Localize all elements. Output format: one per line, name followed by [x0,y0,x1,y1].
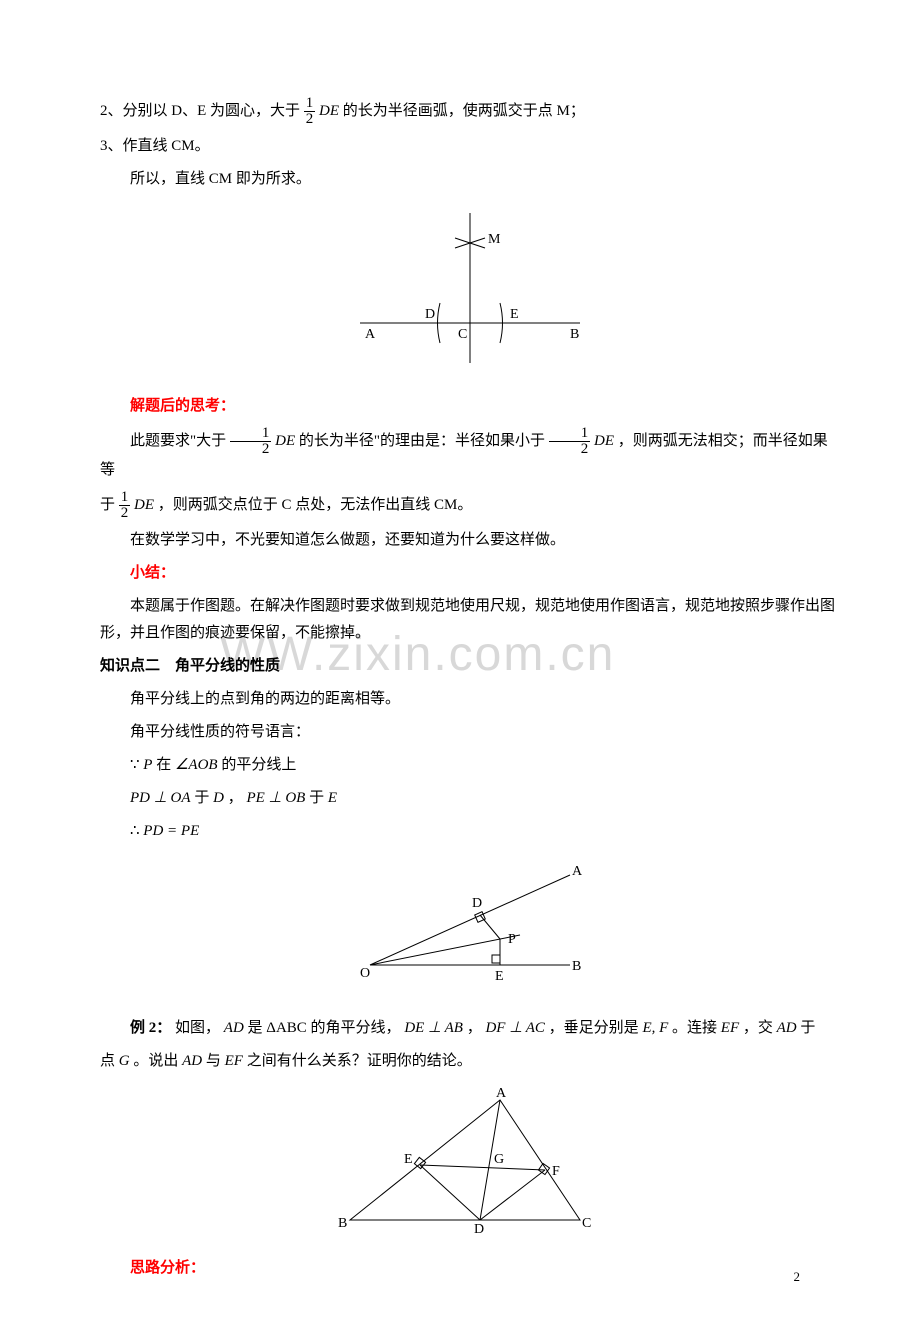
svg-text:O: O [360,966,370,981]
ex2-line2: 点 G 。说出 AD 与 EF 之间有什么关系？证明你的结论。 [100,1048,840,1075]
fig1-M: M [488,232,501,247]
kp2-l2: 角平分线性质的符号语言： [100,719,840,746]
figure-3: A B C D E F G [100,1085,840,1245]
svg-text:P: P [508,932,516,947]
svg-text:B: B [572,959,581,974]
fig1-A: A [365,327,376,342]
analysis-title: 思路分析： [100,1255,840,1282]
svg-text:B: B [338,1216,347,1231]
step2-de: DE [319,103,339,119]
figure-1: A B C D E M [100,203,840,383]
kp2-sym3: ∴ PD = PE [100,818,840,845]
ex2-line1: 例 2： 如图， AD 是 ΔABC 的角平分线， DE ⊥ AB ， DF ⊥… [100,1015,840,1042]
step3-conclude: 所以，直线 CM 即为所求。 [100,166,840,193]
svg-text:A: A [572,864,583,879]
fig1-E: E [510,307,519,322]
svg-text:D: D [472,896,482,911]
step2-before: 2、分别以 D、E 为圆心，大于 [100,103,300,119]
svg-text:E: E [495,969,504,984]
svg-text:C: C [582,1216,591,1231]
summary-l1: 本题属于作图题。在解决作图题时要求做到规范地使用尺规，规范地使用作图语言，规范地… [100,593,840,647]
reflect-l1: 此题要求"大于 12 DE 的长为半径"的理由是：半径如果小于 12 DE ，则… [100,426,840,484]
kp2-title: 知识点二 角平分线的性质 [100,653,840,680]
svg-text:F: F [552,1164,560,1179]
svg-text:A: A [496,1086,507,1101]
fig1-B: B [570,327,579,342]
reflect-title: 解题后的思考： [100,393,840,420]
ex2-label: 例 2： [130,1020,171,1036]
step2-after: 的长为半径画弧，使两弧交于点 M； [343,103,585,119]
summary-title: 小结： [100,560,840,587]
fig1-C: C [458,327,467,342]
kp2-l1: 角平分线上的点到角的两边的距离相等。 [100,686,840,713]
kp2-sym2: PD ⊥ OA 于 D ， PE ⊥ OB 于 E [100,785,840,812]
figure-2: O A B D E P [100,855,840,1005]
reflect-l2: 于 12 DE ，则两弧交点位于 C 点处，无法作出直线 CM。 [100,490,840,521]
step3-line: 3、作直线 CM。 [100,133,840,160]
step2-frac: 12 [304,96,316,127]
fig1-D: D [425,307,435,322]
svg-text:D: D [474,1222,484,1235]
reflect-l3: 在数学学习中，不光要知道怎么做题，还要知道为什么要这样做。 [100,527,840,554]
kp2-sym1: ∵ P 在 ∠AOB 的平分线上 [100,752,840,779]
svg-text:E: E [404,1152,413,1167]
step2-line: 2、分别以 D、E 为圆心，大于 12 DE 的长为半径画弧，使两弧交于点 M； [100,96,840,127]
svg-text:G: G [494,1152,504,1167]
